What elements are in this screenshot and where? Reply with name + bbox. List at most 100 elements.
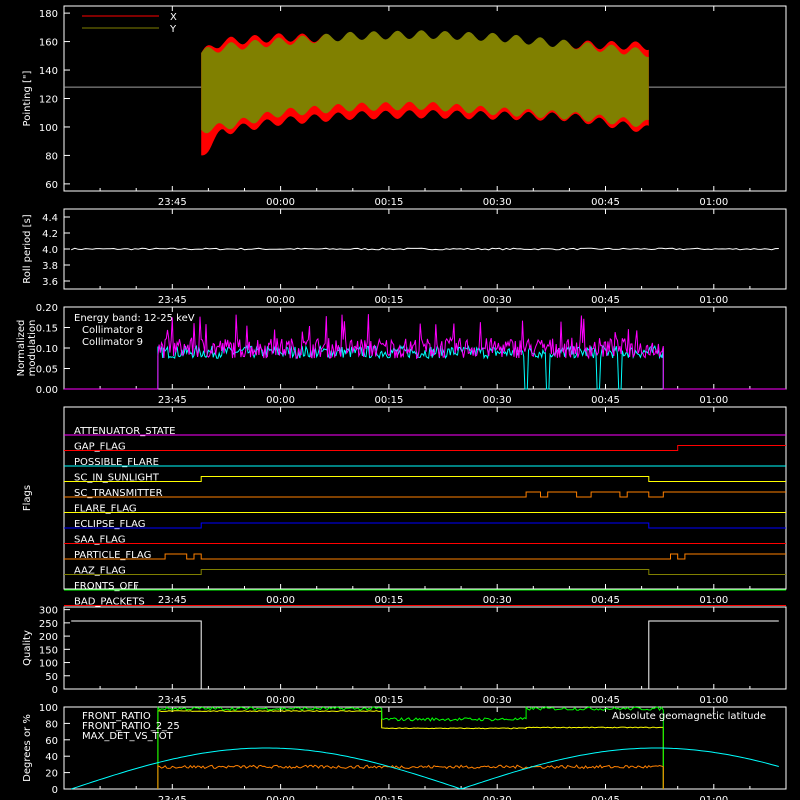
- x-tick-label: 00:45: [591, 295, 620, 306]
- panel-3: 23:45 00:00 00:15 00:30 00:45 01:00 0.00 0.05 0.…: [16, 303, 786, 406]
- y-axis-label-line: modulation: [27, 320, 38, 377]
- y-tick-label: 0.20: [36, 303, 58, 314]
- y-tick-label: 3.6: [42, 277, 58, 288]
- x-tick-label: 00:30: [483, 695, 512, 706]
- modulation-collimator-8: [64, 346, 786, 389]
- y-tick-label: 0.15: [36, 324, 58, 335]
- flag-label: SC_IN_SUNLIGHT: [74, 473, 160, 484]
- x-tick-label: 00:45: [591, 395, 620, 406]
- x-tick-label: 23:45: [158, 395, 187, 406]
- panel-1: 23:45 00:00 00:15 00:30 00:45 01:00 60 80 100 120…: [22, 6, 786, 208]
- x-tick-label: 00:00: [266, 197, 295, 208]
- y-tick-label: 0: [52, 785, 58, 796]
- flag-label: POSSIBLE_FLARE: [74, 457, 159, 468]
- x-tick-label: 01:00: [699, 795, 728, 800]
- y-axis-label: Quality: [22, 630, 33, 666]
- legend-label: MAX_DET_VS_TOT: [82, 731, 174, 742]
- flag-label: ECLIPSE_FLAG: [74, 519, 145, 530]
- x-tick-label: 00:30: [483, 197, 512, 208]
- y-axis-label: Roll period [s]: [22, 214, 33, 283]
- y-tick-label: 3.8: [42, 261, 58, 272]
- flag-line: [64, 492, 786, 497]
- x-tick-label: 23:45: [158, 695, 187, 706]
- x-tick-label: 23:45: [158, 295, 187, 306]
- x-tick-label: 00:45: [591, 197, 620, 208]
- legend-label: Collimator 8: [82, 325, 143, 336]
- flag-line: [64, 570, 786, 575]
- x-tick-label: 00:15: [374, 197, 403, 208]
- x-tick-label: 00:30: [483, 395, 512, 406]
- flag-label: FRONTS_OFF: [74, 581, 139, 592]
- legend-label: Absolute geomagnetic latitude: [612, 711, 766, 722]
- annotation: Energy band: 12-25 keV: [74, 313, 195, 324]
- y-tick-label: 40: [45, 752, 58, 763]
- flag-label: AAZ_FLAG: [74, 566, 126, 577]
- y-tick-label: 100: [39, 703, 58, 714]
- legend-label: X: [170, 12, 177, 23]
- x-tick-label: 00:15: [374, 795, 403, 800]
- x-tick-label: 00:15: [374, 295, 403, 306]
- x-tick-label: 23:45: [158, 595, 187, 606]
- y-tick-label: 20: [45, 769, 58, 780]
- y-tick-label: 60: [45, 736, 58, 747]
- y-tick-label: 0.10: [36, 344, 58, 355]
- y-tick-label: 160: [39, 38, 58, 49]
- series-line: [71, 748, 779, 789]
- y-tick-label: 120: [39, 95, 58, 106]
- y-tick-label: 0.05: [36, 365, 58, 376]
- roll-period-line: [71, 248, 779, 250]
- panel-frame: [64, 607, 786, 689]
- flag-label: SAA_FLAG: [74, 535, 125, 546]
- panel-2: 23:45 00:00 00:15 00:30 00:45 01:00 3.6 3.8 4.0 4…: [22, 209, 786, 306]
- y-axis-label: Pointing ["]: [22, 70, 33, 126]
- x-tick-label: 00:00: [266, 395, 295, 406]
- x-tick-label: 00:30: [483, 795, 512, 800]
- x-tick-label: 00:15: [374, 395, 403, 406]
- panel-5: 23:45 00:00 00:15 00:30 00:45 01:00 0 50 100 150 2…: [22, 606, 786, 706]
- y-tick-label: 0: [52, 685, 58, 696]
- series-line: [158, 707, 663, 789]
- x-tick-label: 01:00: [699, 595, 728, 606]
- flag-label: ATTENUATOR_STATE: [74, 426, 175, 437]
- x-tick-label: 23:45: [158, 795, 187, 800]
- y-tick-label: 50: [45, 672, 58, 683]
- y-tick-label: 100: [39, 123, 58, 134]
- y-tick-label: 60: [45, 180, 58, 191]
- y-tick-label: 140: [39, 66, 58, 77]
- panel-4: 23:45 00:00 00:15 00:30 00:45 01:00FlagsATTEN…: [22, 407, 786, 608]
- y-tick-label: 4.4: [42, 213, 58, 224]
- y-axis-label: Flags: [22, 485, 33, 511]
- y-tick-label: 200: [39, 632, 58, 643]
- y-tick-label: 0.00: [36, 385, 58, 396]
- y-axis-label: Normalizedmodulation: [16, 320, 38, 377]
- flag-label: FLARE_FLAG: [74, 504, 137, 515]
- x-tick-label: 00:00: [266, 695, 295, 706]
- x-tick-label: 01:00: [699, 295, 728, 306]
- x-tick-label: 00:00: [266, 795, 295, 800]
- x-tick-label: 00:15: [374, 695, 403, 706]
- y-tick-label: 100: [39, 659, 58, 670]
- y-tick-label: 300: [39, 606, 58, 617]
- flag-label: SC_TRANSMITTER: [74, 488, 163, 499]
- flag-line: [64, 477, 786, 482]
- x-tick-label: 00:30: [483, 595, 512, 606]
- y-tick-label: 4.0: [42, 245, 58, 256]
- x-tick-label: 00:15: [374, 595, 403, 606]
- flag-line: [64, 554, 786, 559]
- legend-label: Y: [169, 24, 177, 35]
- x-tick-label: 01:00: [699, 695, 728, 706]
- x-tick-label: 00:30: [483, 295, 512, 306]
- legend-label: Collimator 9: [82, 337, 143, 348]
- flag-line: [64, 446, 786, 451]
- x-tick-label: 00:45: [591, 695, 620, 706]
- x-tick-label: 00:00: [266, 295, 295, 306]
- flag-label: BAD_PACKETS: [74, 597, 145, 608]
- panel-6: 23:45 00:00 00:15 00:30 00:45 01:00 0 20 40 60 80 1…: [22, 703, 786, 800]
- x-tick-label: 00:45: [591, 795, 620, 800]
- flag-label: GAP_FLAG: [74, 442, 126, 453]
- flag-label: PARTICLE_FLAG: [74, 550, 151, 561]
- x-tick-label: 23:45: [158, 197, 187, 208]
- y-tick-label: 180: [39, 9, 58, 20]
- y-axis-label-line: Normalized: [16, 320, 27, 377]
